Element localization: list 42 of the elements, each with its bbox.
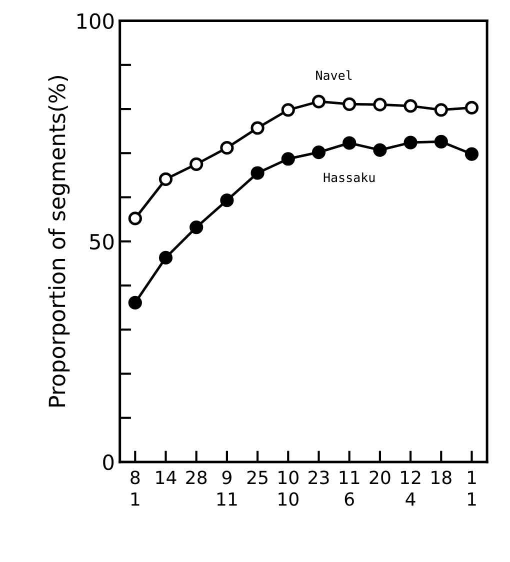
- point: [190, 220, 204, 234]
- point: [312, 145, 326, 160]
- point: [404, 99, 418, 113]
- point: [464, 100, 479, 115]
- point: [250, 121, 264, 135]
- x-tick-label: 25: [247, 470, 268, 484]
- x-tick-label: 20: [370, 470, 390, 484]
- point: [434, 103, 448, 117]
- x-tick-label: 10 10: [278, 470, 298, 506]
- y-axis-title: Proporportion of segments(%): [48, 76, 70, 406]
- point: [342, 97, 356, 111]
- point: [158, 172, 173, 186]
- point: [128, 212, 142, 226]
- y-tick-label: 0: [103, 454, 114, 470]
- x-tick-label: 28: [186, 470, 207, 484]
- point: [373, 143, 387, 157]
- point: [281, 103, 295, 117]
- point: [128, 296, 142, 310]
- point: [250, 166, 264, 180]
- y-tick-label: 50: [90, 234, 114, 250]
- x-tick-label: 12 4: [401, 470, 420, 506]
- series-label: Hassaku: [324, 172, 375, 182]
- point: [220, 194, 234, 208]
- series-label: Navel: [316, 70, 352, 80]
- point: [342, 136, 356, 150]
- point: [158, 250, 173, 265]
- point: [404, 136, 418, 150]
- x-tick-label: 1 1: [468, 470, 476, 506]
- point: [434, 134, 448, 148]
- x-tick-label: 14: [156, 470, 176, 484]
- point: [281, 152, 295, 166]
- point: [373, 98, 387, 112]
- point: [312, 94, 326, 108]
- point: [190, 157, 204, 171]
- y-tick-label: 100: [78, 13, 114, 30]
- x-tick-label: 11 6: [340, 470, 360, 506]
- x-tick-label: 23: [308, 470, 329, 484]
- x-tick-label: 18: [432, 470, 452, 484]
- x-tick-label: 8 1: [130, 470, 140, 506]
- x-tick-label: 9 11: [217, 470, 237, 506]
- point: [220, 141, 234, 155]
- point: [464, 147, 479, 161]
